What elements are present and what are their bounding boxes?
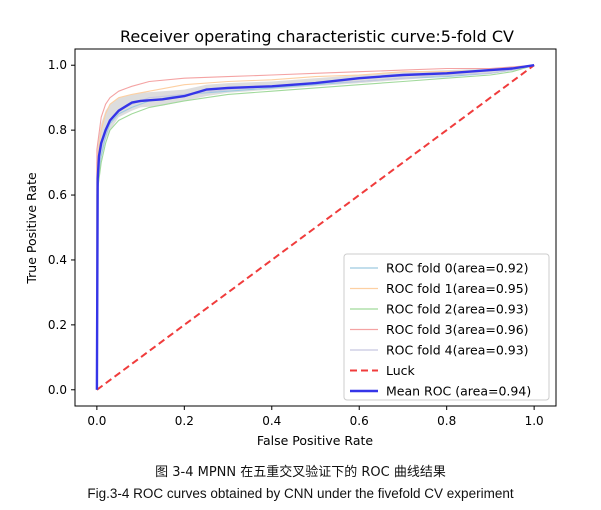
series-line-2 xyxy=(96,64,535,390)
y-tick-label-0: 0.0 xyxy=(48,383,67,397)
legend-label-0: ROC fold 0(area=0.92) xyxy=(386,261,529,276)
y-axis-label: True Positive Rate xyxy=(24,172,39,285)
x-tick-label-2: 0.4 xyxy=(262,414,281,428)
legend-label-5: Luck xyxy=(386,363,416,378)
x-tick-label-0: 0.0 xyxy=(87,414,106,428)
y-axis-ticks: 0.0 0.2 0.4 0.6 0.8 1.0 xyxy=(48,58,75,397)
series-layer xyxy=(95,64,535,391)
x-tick-label-3: 0.6 xyxy=(350,414,369,428)
legend-label-2: ROC fold 2(area=0.93) xyxy=(386,302,529,317)
y-tick-label-5: 1.0 xyxy=(48,58,67,72)
x-axis-label: False Positive Rate xyxy=(257,433,373,448)
y-tick-label-1: 0.2 xyxy=(48,318,67,332)
legend: ROC fold 0(area=0.92) ROC fold 1(area=0.9… xyxy=(343,253,550,401)
legend-label-6: Mean ROC (area=0.94) xyxy=(386,384,531,399)
series-line-3 xyxy=(96,64,535,390)
chart-title: Receiver operating characteristic curve:… xyxy=(120,27,514,46)
series-line-6 xyxy=(95,64,535,390)
series-line-4 xyxy=(96,64,535,390)
series-line-1 xyxy=(96,64,535,390)
series-line-0 xyxy=(96,64,535,390)
caption-chinese: 图 3-4 MPNN 在五重交叉验证下的 ROC 曲线结果 xyxy=(155,465,446,480)
legend-label-1: ROC fold 1(area=0.95) xyxy=(386,281,529,296)
legend-label-3: ROC fold 3(area=0.96) xyxy=(386,322,529,337)
x-axis-ticks: 0.0 0.2 0.4 0.6 0.8 1.0 xyxy=(87,406,544,428)
legend-frame xyxy=(343,253,550,401)
x-tick-label-4: 0.8 xyxy=(437,414,456,428)
y-tick-label-4: 0.8 xyxy=(48,123,67,137)
roc-chart: Receiver operating characteristic curve:… xyxy=(24,27,557,448)
y-tick-label-2: 0.4 xyxy=(48,253,67,267)
x-tick-label-1: 0.2 xyxy=(175,414,194,428)
legend-label-4: ROC fold 4(area=0.93) xyxy=(386,343,529,358)
x-tick-label-5: 1.0 xyxy=(525,414,544,428)
y-tick-label-3: 0.6 xyxy=(48,188,67,202)
series-line-5 xyxy=(96,64,535,391)
caption-english: Fig.3-4 ROC curves obtained by CNN under… xyxy=(87,486,514,501)
